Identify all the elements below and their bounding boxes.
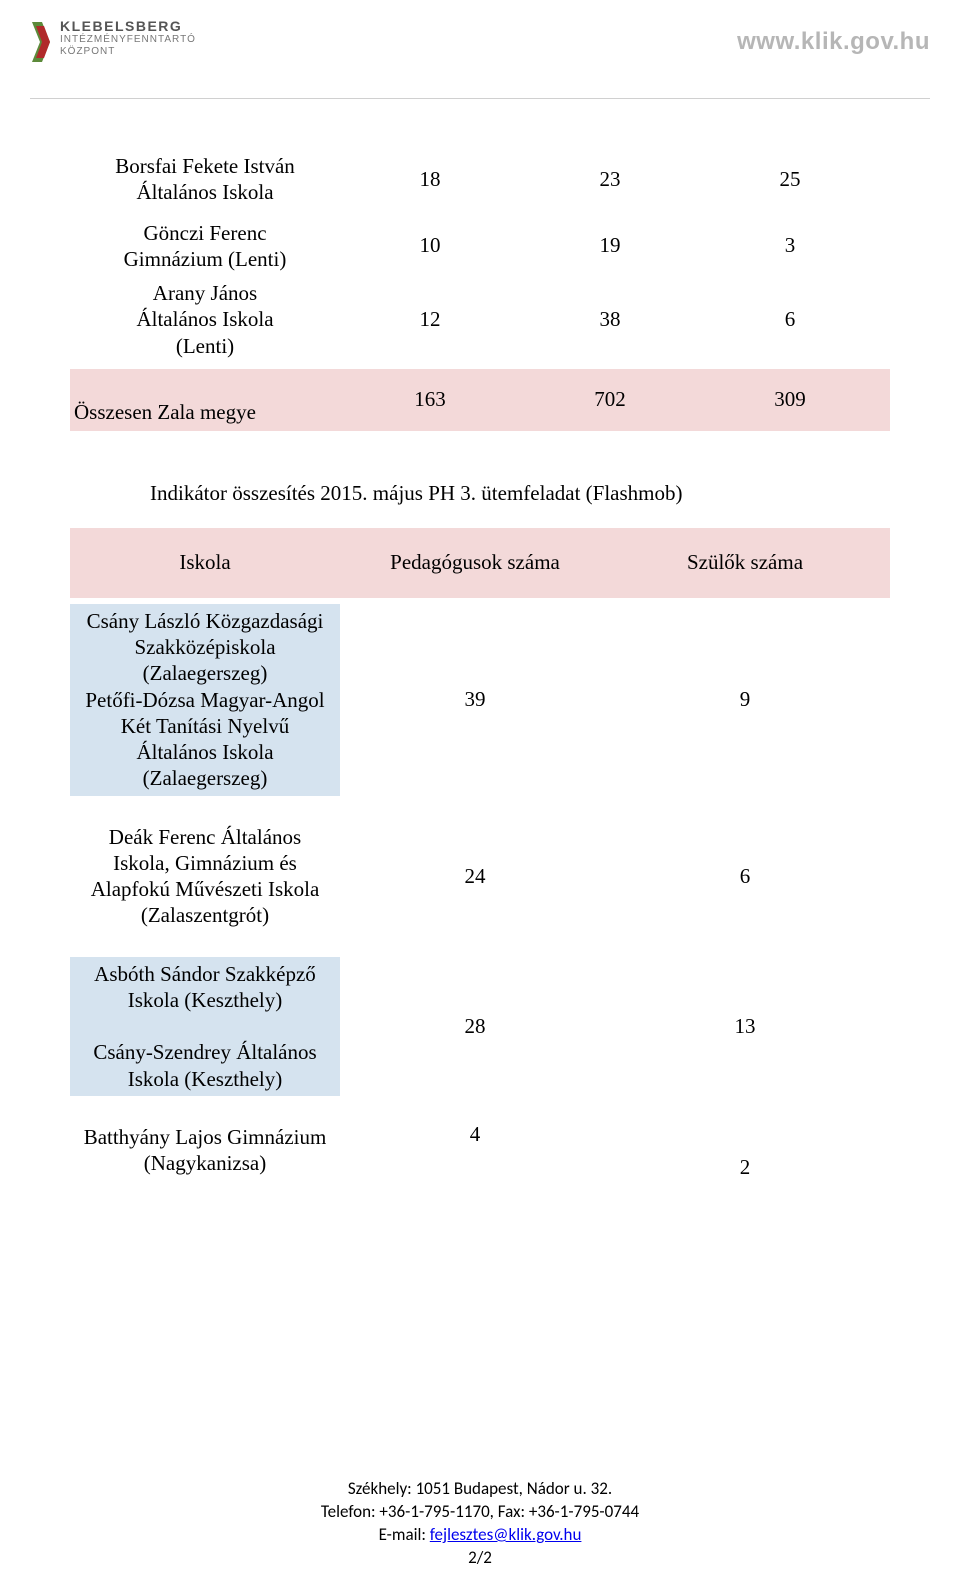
table-row: Csány László Közgazdasági Szakközépiskol… [70, 604, 890, 796]
logo-line2: INTÉZMÉNYFENNTARTÓ [60, 34, 196, 46]
cell-v1: 163 [340, 387, 520, 412]
cell-v3: 2 [610, 1155, 880, 1180]
column-header: Iskola [70, 546, 340, 579]
cell-v2: 23 [520, 167, 700, 192]
cell-v1: 10 [340, 233, 520, 258]
content: Borsfai Fekete IstvánÁltalános Iskola 18… [0, 99, 960, 1180]
table-row: Gönczi FerencGimnázium (Lenti) 10 19 3 [70, 216, 890, 277]
school-name: Csány László Közgazdasági Szakközépiskol… [70, 604, 340, 796]
cell-v2: 38 [520, 307, 700, 332]
footer-email-label: E-mail: [379, 1524, 430, 1545]
table-row: Arany JánosÁltalános Iskola(Lenti) 12 38… [70, 276, 890, 363]
footer-email-link[interactable]: fejlesztes@klik.gov.hu [430, 1524, 582, 1545]
school-name: Asbóth Sándor Szakképző Iskola (Keszthel… [70, 957, 340, 1096]
table-header-row: Iskola Pedagógusok száma Szülők száma [70, 528, 890, 598]
cell-v3: 9 [610, 687, 880, 712]
school-name: Gönczi FerencGimnázium (Lenti) [70, 216, 340, 277]
school-name: Batthyány Lajos Gimnázium (Nagykanizsa) [70, 1120, 340, 1181]
site-url: www.klik.gov.hu [737, 28, 930, 56]
school-name: Arany JánosÁltalános Iskola(Lenti) [70, 276, 340, 363]
column-header: Szülők száma [610, 550, 880, 575]
school-name: Borsfai Fekete IstvánÁltalános Iskola [70, 149, 340, 210]
cell-v2: 19 [520, 233, 700, 258]
cell-v3: 3 [700, 233, 880, 258]
logo-line3: KÖZPONT [60, 46, 196, 58]
cell-v3: 6 [700, 307, 880, 332]
cell-v3: 13 [610, 1014, 880, 1039]
logo-mark-icon [30, 18, 52, 66]
page-footer: Székhely: 1051 Budapest, Nádor u. 32. Te… [0, 1478, 960, 1570]
page-header: KLEBELSBERG INTÉZMÉNYFENNTARTÓ KÖZPONT w… [0, 0, 960, 90]
footer-address: Székhely: 1051 Budapest, Nádor u. 32. [0, 1478, 960, 1501]
table-row: Asbóth Sándor Szakképző Iskola (Keszthel… [70, 957, 890, 1096]
cell-v2: 28 [340, 1014, 610, 1039]
school-name: Deák Ferenc Általános Iskola, Gimnázium … [70, 820, 340, 933]
cell-v2: 24 [340, 864, 610, 889]
table-row: Deák Ferenc Általános Iskola, Gimnázium … [70, 820, 890, 933]
section-title: Indikátor összesítés 2015. május PH 3. ü… [70, 481, 890, 506]
cell-v3: 6 [610, 864, 880, 889]
cell-v1: 12 [340, 307, 520, 332]
page-number: 2/2 [0, 1547, 960, 1570]
cell-v2: 702 [520, 387, 700, 412]
logo-line1: KLEBELSBERG [60, 18, 196, 34]
table-row: Batthyány Lajos Gimnázium (Nagykanizsa) … [70, 1120, 890, 1181]
logo-text: KLEBELSBERG INTÉZMÉNYFENNTARTÓ KÖZPONT [60, 18, 196, 57]
cell-v3: 309 [700, 387, 880, 412]
cell-v2: 4 [340, 1120, 610, 1147]
footer-phone: Telefon: +36-1-795-1170, Fax: +36-1-795-… [0, 1501, 960, 1524]
table-row: Borsfai Fekete IstvánÁltalános Iskola 18… [70, 149, 890, 210]
total-label: Összesen Zala megye [70, 396, 340, 431]
total-row: Összesen Zala megye 163 702 309 [70, 369, 890, 431]
cell-v3: 25 [700, 167, 880, 192]
cell-v1: 18 [340, 167, 520, 192]
cell-v2: 39 [340, 687, 610, 712]
column-header: Pedagógusok száma [340, 550, 610, 575]
footer-email-line: E-mail: fejlesztes@klik.gov.hu [0, 1524, 960, 1547]
